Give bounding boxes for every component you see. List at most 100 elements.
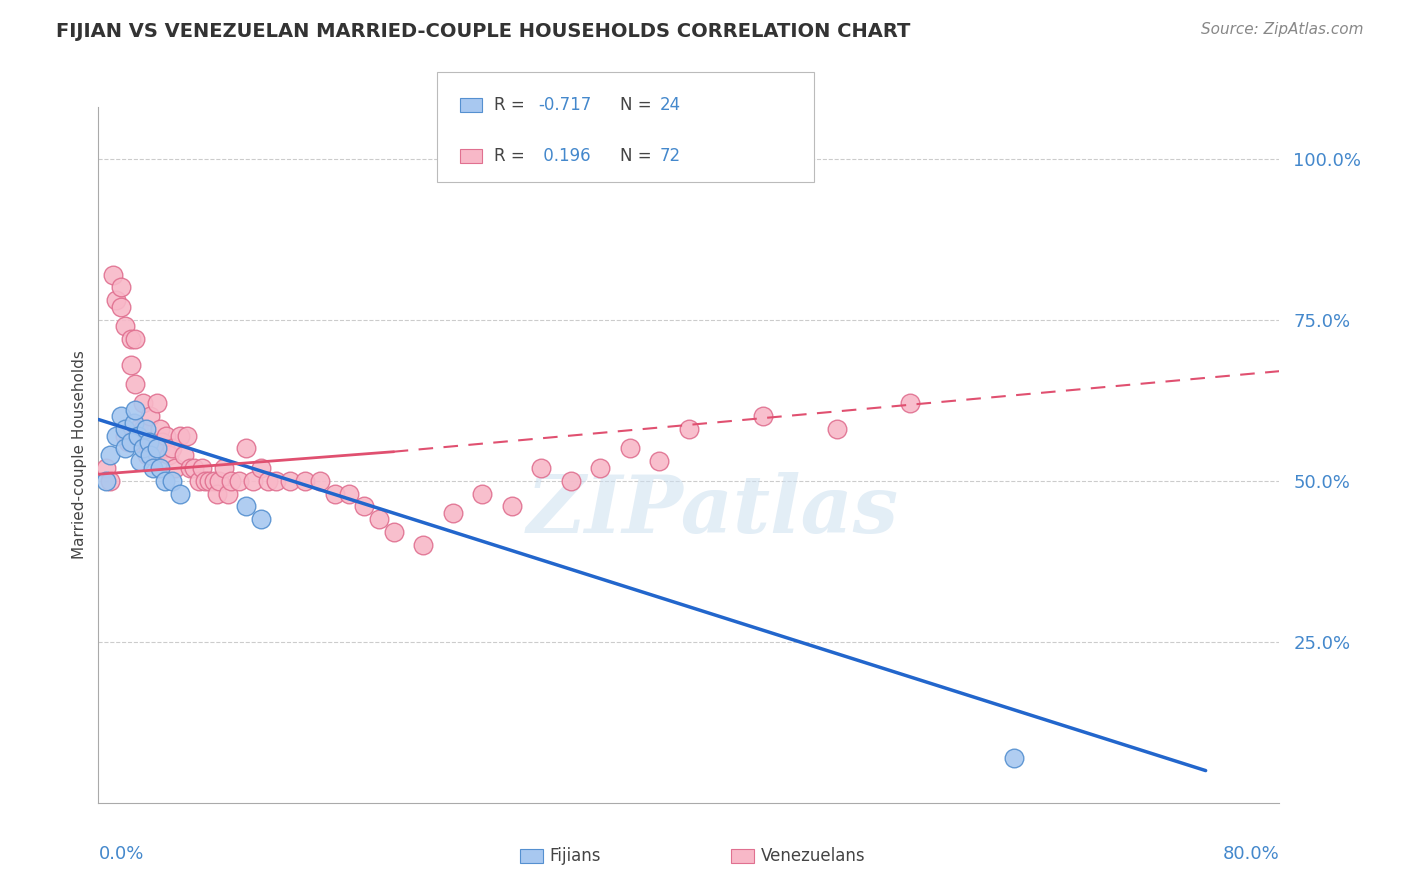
Point [198, 474, 221, 488]
Point [412, 538, 434, 552]
Point [122, 416, 145, 430]
Point [217, 486, 239, 500]
Point [124, 377, 146, 392]
Point [173, 448, 195, 462]
Point [235, 442, 257, 456]
Point [155, 428, 177, 442]
Point [127, 422, 149, 436]
Point [353, 500, 375, 514]
Point [194, 474, 217, 488]
Point [114, 428, 136, 442]
Point [264, 474, 287, 488]
Point [179, 460, 201, 475]
Point [294, 474, 316, 488]
Text: Venezuelans: Venezuelans [761, 847, 865, 865]
Point [120, 358, 142, 372]
Point [208, 474, 231, 488]
Point [176, 428, 198, 442]
Point [162, 442, 183, 456]
Point [250, 512, 273, 526]
Text: Source: ZipAtlas.com: Source: ZipAtlas.com [1201, 22, 1364, 37]
Text: ZIPatlas: ZIPatlas [526, 472, 898, 549]
Point [132, 422, 155, 436]
Point [648, 454, 671, 468]
Point [114, 422, 136, 436]
Point [212, 460, 235, 475]
Point [191, 460, 214, 475]
Point [149, 460, 172, 475]
Point [501, 500, 523, 514]
Point [165, 460, 187, 475]
Point [1002, 750, 1025, 764]
Point [560, 474, 582, 488]
Point [117, 435, 139, 450]
Text: Fijians: Fijians [550, 847, 602, 865]
Point [120, 332, 142, 346]
Point [110, 409, 132, 424]
Point [619, 442, 641, 456]
Point [138, 435, 160, 450]
Point [187, 474, 209, 488]
Text: FIJIAN VS VENEZUELAN MARRIED-COUPLE HOUSEHOLDS CORRELATION CHART: FIJIAN VS VENEZUELAN MARRIED-COUPLE HOUS… [56, 22, 911, 41]
Point [127, 428, 149, 442]
Point [128, 435, 150, 450]
Point [751, 409, 773, 424]
Point [228, 474, 250, 488]
Point [114, 442, 136, 456]
Point [141, 435, 163, 450]
Point [150, 435, 173, 450]
Text: -0.717: -0.717 [538, 96, 592, 114]
Point [235, 500, 257, 514]
Point [219, 474, 242, 488]
Point [157, 448, 180, 462]
Point [120, 435, 142, 450]
Text: 72: 72 [659, 147, 681, 165]
Point [135, 422, 157, 436]
Point [136, 448, 159, 462]
Point [146, 396, 169, 410]
Text: 0.0%: 0.0% [98, 845, 143, 863]
Point [153, 442, 176, 456]
Point [441, 506, 464, 520]
Point [162, 474, 183, 488]
Point [135, 435, 157, 450]
Point [257, 474, 280, 488]
Point [368, 512, 391, 526]
Point [114, 319, 136, 334]
Y-axis label: Married-couple Households: Married-couple Households [72, 351, 87, 559]
Point [103, 268, 125, 282]
Point [205, 486, 228, 500]
Point [105, 428, 128, 442]
Point [278, 474, 302, 488]
Point [471, 486, 494, 500]
Point [124, 402, 146, 417]
Point [124, 332, 146, 346]
Point [309, 474, 332, 488]
Point [589, 460, 612, 475]
Point [139, 409, 162, 424]
Point [149, 422, 172, 436]
Point [530, 460, 553, 475]
Point [146, 442, 169, 456]
Text: 80.0%: 80.0% [1223, 845, 1279, 863]
Point [94, 460, 117, 475]
Point [250, 460, 273, 475]
Point [143, 448, 166, 462]
Point [110, 300, 132, 314]
Point [132, 396, 155, 410]
Point [98, 448, 121, 462]
Point [98, 474, 121, 488]
Point [339, 486, 360, 500]
Point [105, 293, 128, 308]
Text: N =: N = [620, 147, 657, 165]
Point [900, 396, 922, 410]
Point [242, 474, 264, 488]
Point [202, 474, 225, 488]
Point [183, 460, 205, 475]
Point [139, 448, 162, 462]
Point [132, 442, 155, 456]
Point [110, 280, 132, 294]
Point [169, 486, 191, 500]
Text: R =: R = [494, 96, 530, 114]
Text: 24: 24 [659, 96, 681, 114]
